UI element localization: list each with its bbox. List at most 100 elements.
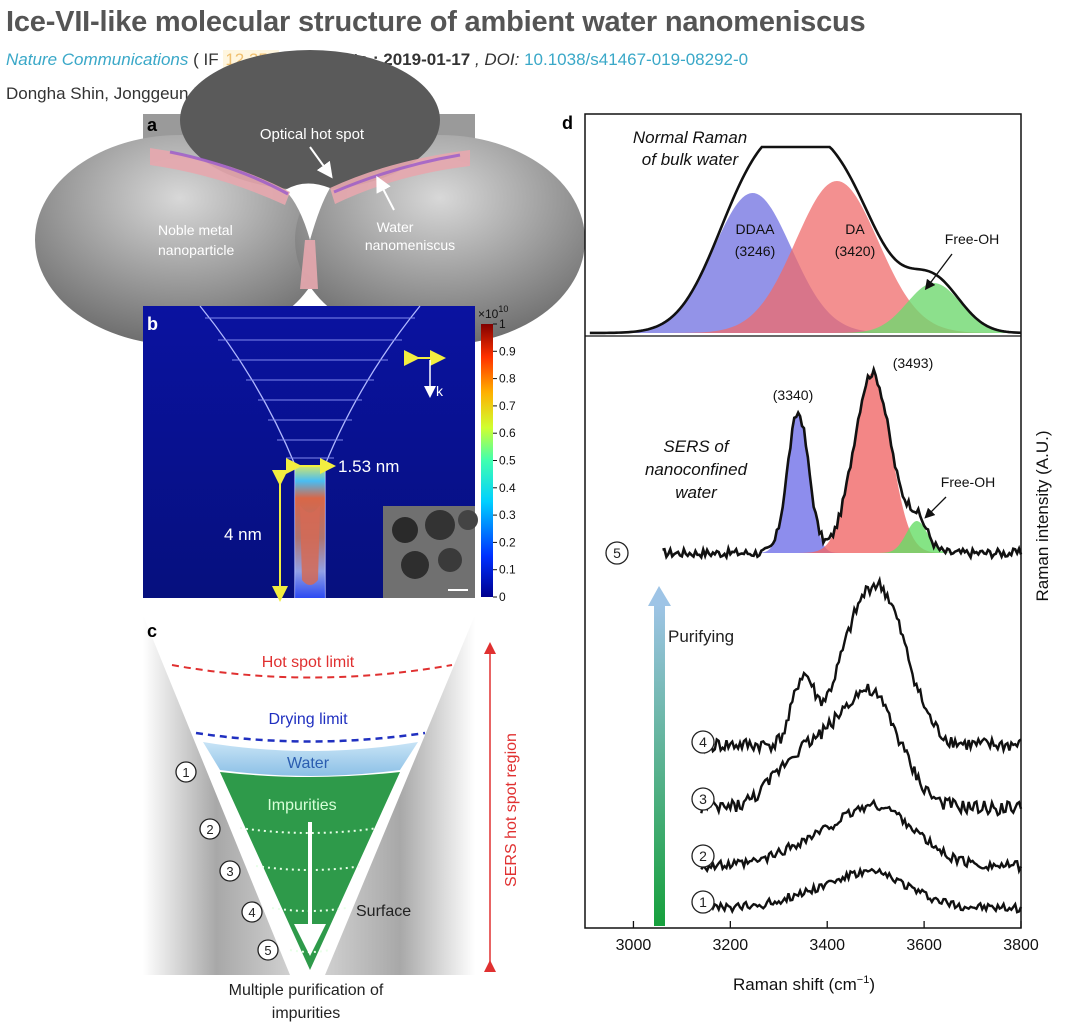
component-ddaa bbox=[609, 193, 1021, 333]
panel-b: b 1.53 nm 4 nm k ×1010 1 0.9 0.8 0.7 0.6 0.5 0… bbox=[143, 304, 516, 604]
meniscus-right bbox=[330, 150, 470, 204]
doi-link[interactable]: 10.1038/s41467-019-08292-0 bbox=[524, 50, 749, 69]
component-da bbox=[609, 181, 1021, 333]
curve-marker-2 bbox=[691, 844, 715, 868]
panel-b-letter: b bbox=[147, 314, 158, 334]
purifying-arrow-head bbox=[648, 586, 671, 606]
water-label-2: nanomeniscus bbox=[365, 237, 455, 253]
journal-link[interactable]: Nature Communications bbox=[6, 50, 189, 69]
y-axis-label: Raman intensity (A.U.) bbox=[1033, 431, 1052, 602]
water-label-1: Water bbox=[377, 219, 414, 235]
spectrum-4 bbox=[700, 575, 1022, 756]
curve-marker-1 bbox=[691, 890, 715, 914]
colorbar-tick-label: 0.4 bbox=[499, 481, 516, 495]
polarization-indicator bbox=[404, 350, 446, 398]
x-tick-label: 3800 bbox=[1003, 937, 1039, 954]
sers-component bbox=[874, 521, 960, 553]
water-label: Water bbox=[287, 755, 330, 772]
k-label: k bbox=[436, 383, 444, 399]
caption-line-2: impurities bbox=[272, 1005, 340, 1022]
step-marker-5 bbox=[257, 939, 279, 961]
sers-component bbox=[755, 413, 841, 553]
colorbar-exponent: ×1010 bbox=[478, 304, 508, 321]
impurities-label: Impurities bbox=[267, 797, 336, 814]
drying-limit-label: Drying limit bbox=[268, 711, 348, 728]
spectrum-1 bbox=[700, 865, 1023, 915]
sers-components bbox=[755, 373, 960, 553]
cone-wall-right bbox=[325, 615, 475, 975]
surface-label: Surface bbox=[356, 903, 411, 920]
x-tick-label: 3600 bbox=[906, 937, 942, 954]
metal-label-2: nanoparticle bbox=[158, 242, 234, 258]
curve-marker-5 bbox=[605, 541, 629, 565]
panel-c-letter: c bbox=[147, 621, 157, 641]
sers-label-3: water bbox=[675, 483, 718, 502]
da-value: (3420) bbox=[835, 243, 875, 259]
x-axis-ticks: 3000 3200 3400 3600 3800 bbox=[616, 921, 1039, 954]
colorbar-tick-label: 0.9 bbox=[499, 344, 516, 358]
panel-a: a Optical hot spot Noble metal nanoparti… bbox=[35, 50, 585, 345]
component-free-oh bbox=[609, 283, 1021, 333]
colorbar-tick-label: 0.8 bbox=[499, 372, 516, 386]
panel-c: c Hot spot limit Drying limit Water Impu… bbox=[143, 615, 520, 1022]
free-oh-mid-label: Free-OH bbox=[941, 474, 995, 490]
spectrum-2 bbox=[700, 798, 1023, 875]
curve-label-5: 5 bbox=[613, 545, 621, 561]
x-tick-label: 3200 bbox=[713, 937, 749, 954]
colorbar-tick-label: 0.1 bbox=[499, 563, 516, 577]
sers-component bbox=[798, 373, 946, 553]
field-contours bbox=[205, 317, 415, 459]
curve-label-1: 1 bbox=[699, 894, 707, 910]
curve-labels: 5 4 3 2 1 bbox=[605, 541, 715, 914]
purifying-label: Purifying bbox=[668, 627, 734, 646]
x-tick-label: 3400 bbox=[809, 937, 845, 954]
curve-label-3: 3 bbox=[699, 791, 707, 807]
metal-label-1: Noble metal bbox=[158, 222, 233, 238]
x-axis-label: Raman shift (cm−1) bbox=[733, 974, 875, 994]
panel-a-letter: a bbox=[147, 115, 158, 135]
hotspot-limit-label: Hot spot limit bbox=[262, 654, 355, 671]
plot-frame bbox=[584, 113, 1022, 929]
step-marker-4 bbox=[241, 901, 263, 923]
curve-marker-3 bbox=[691, 787, 715, 811]
hotspot-label: Optical hot spot bbox=[260, 126, 365, 143]
step-markers: 1 2 3 4 5 bbox=[175, 761, 279, 961]
step-label-4: 4 bbox=[248, 905, 255, 920]
step-marker-3 bbox=[219, 860, 241, 882]
cone-wall-left bbox=[143, 615, 290, 975]
purifying-arrow-shaft bbox=[654, 604, 665, 926]
colorbar-tick-label: 0.6 bbox=[499, 426, 516, 440]
panel-d: d Normal Raman of bulk water DDAA (3246)… bbox=[562, 113, 1052, 994]
colorbar-tick-label: 0.2 bbox=[499, 535, 516, 549]
spectrum-3 bbox=[700, 683, 1023, 817]
step-marker-1 bbox=[175, 761, 197, 783]
colorbar-tick-label: 0.3 bbox=[499, 508, 516, 522]
bulk-water-spectrum bbox=[589, 145, 1022, 335]
sers-label-1: SERS of bbox=[663, 437, 730, 456]
curve-label-4: 4 bbox=[699, 734, 707, 750]
colorbar-tick-label: 0.5 bbox=[499, 454, 516, 468]
doi-label: , DOI: bbox=[474, 50, 520, 69]
ddaa-label: DDAA bbox=[736, 221, 776, 237]
hotspot-limit-line bbox=[171, 664, 453, 679]
colorbar-tick-label: 0 bbox=[499, 590, 506, 604]
colorbar-ticks: 1 0.9 0.8 0.7 0.6 0.5 0.4 0.3 0.2 0.1 0 bbox=[493, 317, 516, 604]
peak-3493-label: (3493) bbox=[893, 355, 933, 371]
curve-label-2: 2 bbox=[699, 848, 707, 864]
height-label: 4 nm bbox=[224, 525, 262, 544]
if-label: ( IF bbox=[193, 50, 219, 69]
nanoparticle-top bbox=[180, 50, 440, 190]
colorbar bbox=[481, 324, 493, 597]
x-tick-label: 3000 bbox=[616, 937, 652, 954]
normal-raman-label-1: Normal Raman bbox=[633, 128, 747, 147]
normal-raman-label-2: of bulk water bbox=[642, 150, 740, 169]
article-title[interactable]: Ice-VII-like molecular structure of ambi… bbox=[6, 6, 866, 38]
drying-limit-line bbox=[195, 731, 426, 743]
spectrum-5 bbox=[662, 365, 1023, 561]
free-oh-top-label: Free-OH bbox=[945, 231, 999, 247]
caption-line-1: Multiple purification of bbox=[229, 982, 384, 999]
step-marker-2 bbox=[199, 818, 221, 840]
da-label: DA bbox=[845, 221, 865, 237]
step-label-3: 3 bbox=[226, 864, 233, 879]
